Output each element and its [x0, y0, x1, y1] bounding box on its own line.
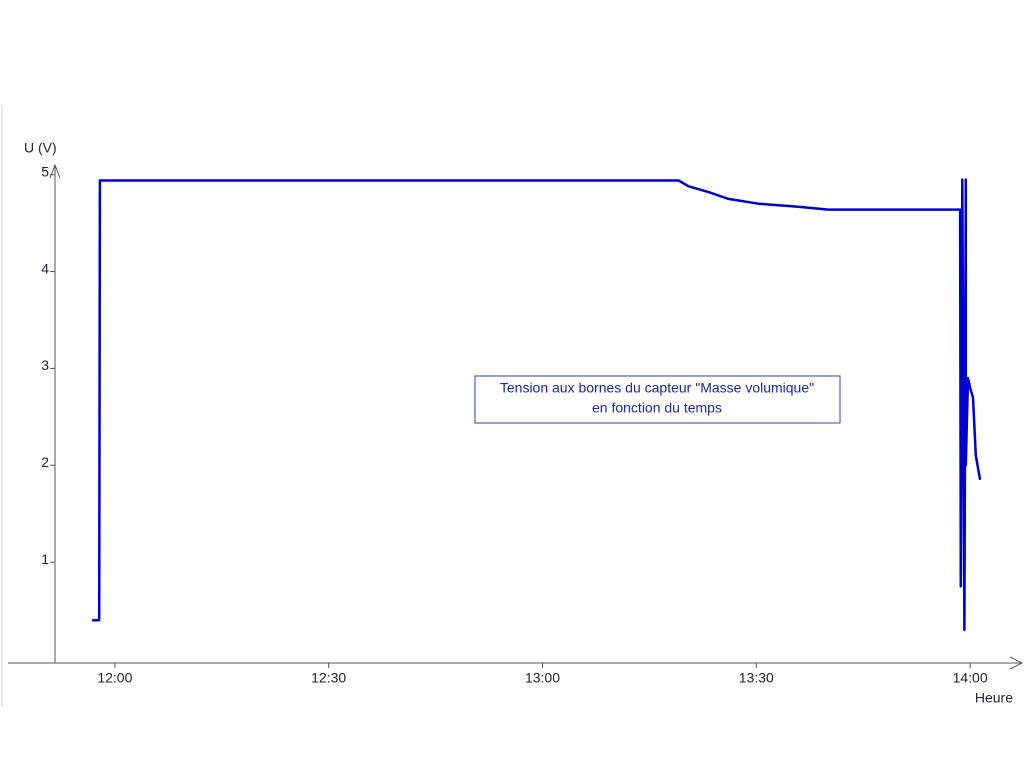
x-tick-label: 13:00: [525, 670, 560, 686]
y-tick-label: 4: [41, 260, 49, 276]
x-axis-arrow: [1009, 656, 1024, 670]
y-tick-label: 3: [41, 357, 49, 373]
chart-title: Tension aux bornes du capteur "Masse vol…: [500, 380, 814, 396]
y-tick-label: 5: [41, 163, 49, 179]
x-axis-label: Heure: [975, 690, 1013, 706]
y-tick-label: 2: [41, 454, 49, 470]
y-axis-arrow: [49, 163, 61, 179]
x-tick-label: 13:30: [739, 670, 774, 686]
x-tick-label: 12:30: [311, 670, 346, 686]
x-tick-label: 12:00: [97, 670, 132, 686]
chart-subtitle: en fonction du temps: [592, 400, 722, 416]
y-axis-label: U (V): [24, 140, 57, 156]
y-tick-label: 1: [41, 551, 49, 567]
annotation-box: [474, 375, 841, 424]
data-line: [92, 178, 982, 632]
x-tick-label: 14:00: [953, 670, 988, 686]
